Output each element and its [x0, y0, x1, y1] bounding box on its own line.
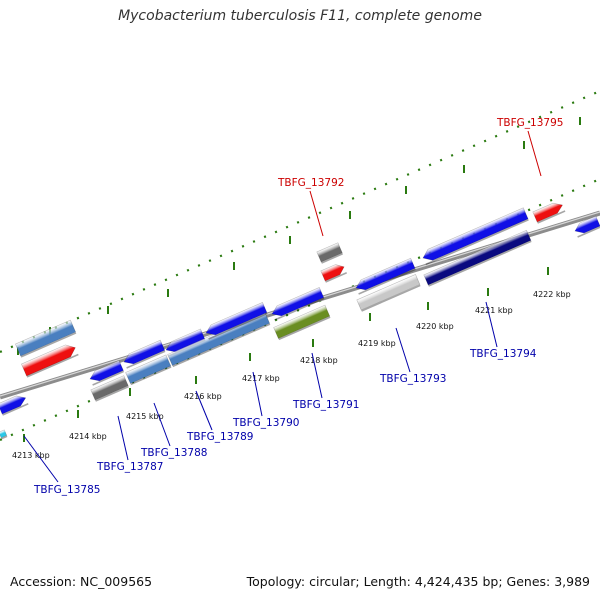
- gene-block-blue-e-shape: [205, 302, 268, 336]
- gene-block-grey-b-edge: [321, 253, 344, 264]
- gene-block-grey-a-edge: [95, 385, 129, 402]
- gene-block-steel-b-shape: [125, 354, 172, 384]
- gene-block-blue-f-shape: [271, 287, 325, 317]
- gene-block-blue-g-edge: [358, 268, 416, 295]
- gene-block-lgrey-a[interactable]: [356, 274, 421, 312]
- gene-block-blue-f-edge: [274, 297, 325, 321]
- gene-block-lgrey-a-shape: [356, 274, 421, 311]
- gene-block-blue-b-shape: [89, 359, 124, 382]
- tbfg_13795-label[interactable]: TBFG_13795: [496, 117, 563, 129]
- tbfg_13791-label[interactable]: TBFG_13791: [292, 399, 359, 411]
- scale-label-0: 4213 kbp: [12, 451, 50, 460]
- tbfg_13787-label[interactable]: TBFG_13787: [96, 461, 163, 473]
- gene-block-red-c[interactable]: [532, 200, 566, 224]
- gene-block-olive-a[interactable]: [273, 304, 331, 341]
- scale-label-4: 4217 kbp: [242, 374, 280, 383]
- tbfg_13790-label[interactable]: TBFG_13790: [232, 417, 299, 429]
- tbfg_13791-leader: [311, 352, 323, 399]
- gene-block-steel-b-edge: [130, 366, 172, 386]
- gene-block-navy-a[interactable]: [423, 229, 532, 287]
- tbfg_13788-label[interactable]: TBFG_13788: [140, 447, 207, 459]
- tbfg_13790-leader: [252, 371, 263, 417]
- genome-stats-text: Topology: circular; Length: 4,424,435 bp…: [246, 574, 590, 589]
- scale-label-8: 4221 kbp: [475, 306, 513, 315]
- tbfg_13785-leader: [23, 435, 59, 483]
- gene-block-grey-b[interactable]: [316, 242, 344, 264]
- upper-scale-line: [0, 89, 600, 354]
- tbfg_13789-leader: [195, 390, 213, 431]
- gene-block-blue-h-shape: [422, 207, 529, 261]
- tbfg_13795-leader: [527, 130, 542, 177]
- gene-block-red-a-edge: [26, 353, 79, 378]
- gene-block-steel-c-edge: [172, 323, 271, 368]
- gene-block-blue-a-shape: [0, 395, 27, 415]
- gene-block-grey-a[interactable]: [90, 375, 129, 402]
- gene-block-blue-f[interactable]: [270, 287, 325, 321]
- tbfg_13792-leader: [309, 190, 324, 237]
- gene-block-blue-g[interactable]: [354, 257, 416, 295]
- tbfg_13793-label[interactable]: TBFG_13793: [379, 373, 446, 385]
- gene-block-red-b-shape: [320, 264, 345, 282]
- gene-block-red-a[interactable]: [21, 342, 79, 378]
- gene-block-steel-a-edge: [20, 332, 77, 358]
- gene-block-steel-b[interactable]: [125, 354, 172, 386]
- gene-block-blue-a-edge: [2, 403, 29, 416]
- scale-label-3: 4216 kbp: [184, 392, 222, 401]
- gene-block-red-c-edge: [537, 210, 566, 224]
- scale-label-9: 4222 kbp: [533, 290, 571, 299]
- gene-block-navy-a-shape: [423, 229, 532, 286]
- gene-block-cyan-a[interactable]: [0, 429, 8, 440]
- scale-label-5: 4218 kbp: [300, 356, 338, 365]
- gene-block-grey-b-shape: [316, 242, 343, 263]
- accession-text: Accession: NC_009565: [10, 574, 153, 589]
- gene-block-steel-a[interactable]: [15, 319, 77, 358]
- gene-block-red-a-shape: [21, 344, 76, 377]
- tbfg_13794-label[interactable]: TBFG_13794: [469, 348, 537, 360]
- scale-label-6: 4219 kbp: [358, 339, 396, 348]
- scale-label-1: 4214 kbp: [69, 432, 107, 441]
- gene-block-olive-a-edge: [278, 316, 331, 341]
- gene-block-blue-h-edge: [425, 219, 529, 266]
- gene-block-navy-a-edge: [428, 240, 532, 287]
- map-title: Mycobacterium tuberculosis F11, complete…: [118, 8, 482, 24]
- tbfg_13789-label[interactable]: TBFG_13789: [186, 431, 253, 443]
- scale-label-2: 4215 kbp: [126, 412, 164, 421]
- gene-block-cyan-a-shape: [0, 429, 8, 439]
- gene-block-blue-e-edge: [208, 312, 268, 340]
- gene-block-blue-c[interactable]: [122, 339, 166, 369]
- gene-block-blue-b[interactable]: [88, 359, 125, 386]
- tbfg_13788-leader: [153, 402, 171, 447]
- gene-block-cyan-a-edge: [1, 435, 8, 440]
- gene-block-grey-a-shape: [90, 375, 129, 401]
- gene-block-blue-h[interactable]: [421, 207, 529, 266]
- gene-block-blue-e[interactable]: [204, 302, 268, 340]
- gene-block-red-b-edge: [325, 272, 348, 283]
- tbfg_13793-leader: [395, 327, 411, 373]
- gene-block-blue-a[interactable]: [0, 393, 29, 416]
- gene-block-blue-i-edge: [577, 226, 600, 238]
- gene-block-blue-c-edge: [126, 350, 166, 369]
- gene-block-blue-i-shape: [574, 215, 600, 234]
- gene-block-steel-a-shape: [15, 319, 77, 357]
- gene-block-blue-i[interactable]: [573, 215, 600, 238]
- tbfg_13794-leader: [485, 301, 498, 348]
- gene-block-blue-g-shape: [355, 257, 416, 291]
- gene-block-red-b[interactable]: [320, 262, 348, 283]
- tbfg_13787-leader: [117, 415, 129, 461]
- gene-block-red-c-shape: [532, 202, 563, 223]
- gene-block-blue-b-edge: [92, 370, 125, 386]
- gene-block-olive-a-shape: [273, 304, 331, 339]
- scale-label-7: 4220 kbp: [416, 322, 454, 331]
- tbfg_13785-label[interactable]: TBFG_13785: [33, 484, 100, 496]
- gene-block-lgrey-a-edge: [361, 284, 421, 312]
- gene-block-blue-c-shape: [123, 339, 166, 365]
- tbfg_13792-label[interactable]: TBFG_13792: [277, 177, 344, 189]
